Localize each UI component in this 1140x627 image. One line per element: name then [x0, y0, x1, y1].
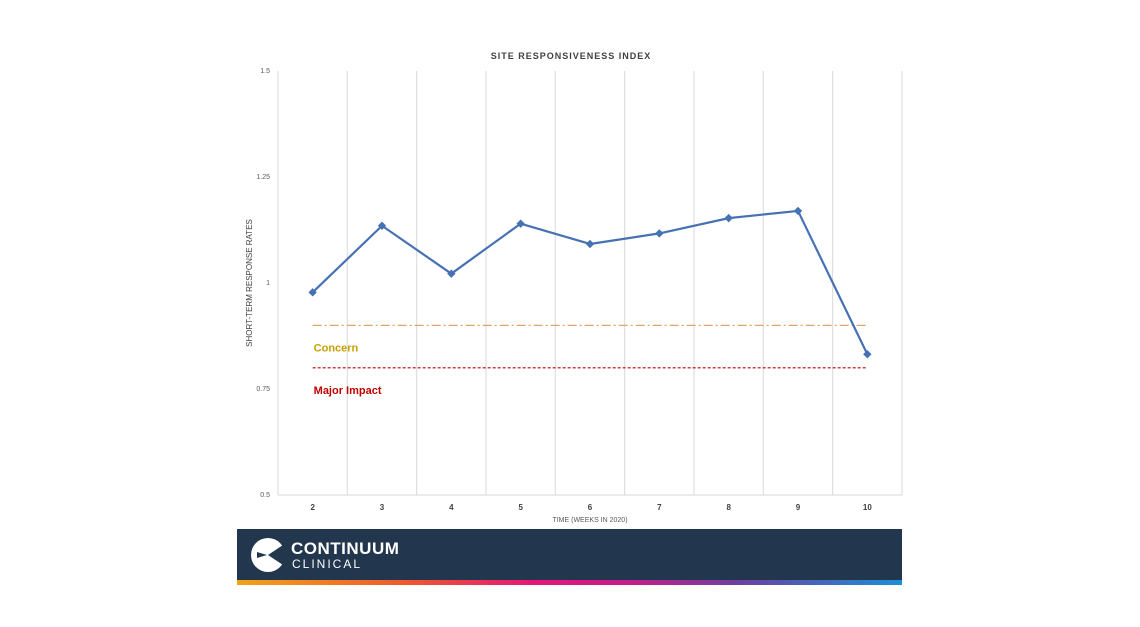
data-point-marker — [516, 219, 525, 228]
y-tick-label: 0.75 — [256, 386, 270, 393]
x-tick-label: 3 — [380, 503, 385, 512]
x-tick-label: 4 — [449, 503, 454, 512]
y-axis-label: SHORT-TERM RESPONSE RATES — [245, 219, 254, 347]
threshold-label: Major Impact — [314, 385, 382, 397]
continuum-logo-icon — [251, 538, 286, 572]
data-point-marker — [793, 206, 803, 216]
y-tick-label: 0.5 — [260, 492, 270, 499]
brand-subtitle: CLINICAL — [292, 557, 363, 571]
y-tick-label: 1 — [266, 280, 270, 287]
threshold-label: Concern — [314, 342, 359, 354]
threshold-lines: Concern Major Impact — [312, 324, 868, 397]
series-line — [311, 209, 869, 355]
x-tick-label: 9 — [796, 503, 801, 512]
x-tick-label: 5 — [518, 503, 523, 512]
footer-banner: CONTINUUM CLINICAL — [237, 529, 902, 585]
data-point-marker — [863, 350, 872, 359]
x-axis-label: TIME (WEEKS IN 2020) — [552, 517, 627, 524]
data-point-marker — [724, 213, 733, 223]
line-chart: SITE RESPONSIVENESS INDEX 0.5 0.75 1 1.25 1.… — [245, 51, 903, 524]
brand-name: CONTINUUM — [291, 539, 400, 558]
x-tick-label: 6 — [588, 503, 593, 512]
chart-title: SITE RESPONSIVENESS INDEX — [491, 51, 652, 61]
x-tick-label: 7 — [657, 503, 662, 512]
y-tick-label: 1.25 — [256, 174, 270, 181]
x-axis-ticks: 2 3 4 5 6 7 8 9 10 — [310, 503, 872, 512]
gradient-stripe — [237, 580, 902, 585]
y-tick-label: 1.5 — [260, 68, 270, 75]
gridlines — [277, 71, 903, 496]
x-tick-label: 8 — [726, 503, 731, 512]
data-point-marker — [377, 221, 387, 230]
data-series — [308, 206, 872, 359]
y-axis-ticks: 0.5 0.75 1 1.25 1.5 — [256, 68, 270, 499]
x-tick-label: 2 — [310, 503, 315, 512]
data-point-marker — [308, 288, 317, 297]
data-point-marker — [447, 269, 456, 278]
data-point-marker — [585, 239, 595, 249]
x-tick-label: 10 — [863, 503, 872, 512]
data-point-marker — [655, 229, 664, 238]
